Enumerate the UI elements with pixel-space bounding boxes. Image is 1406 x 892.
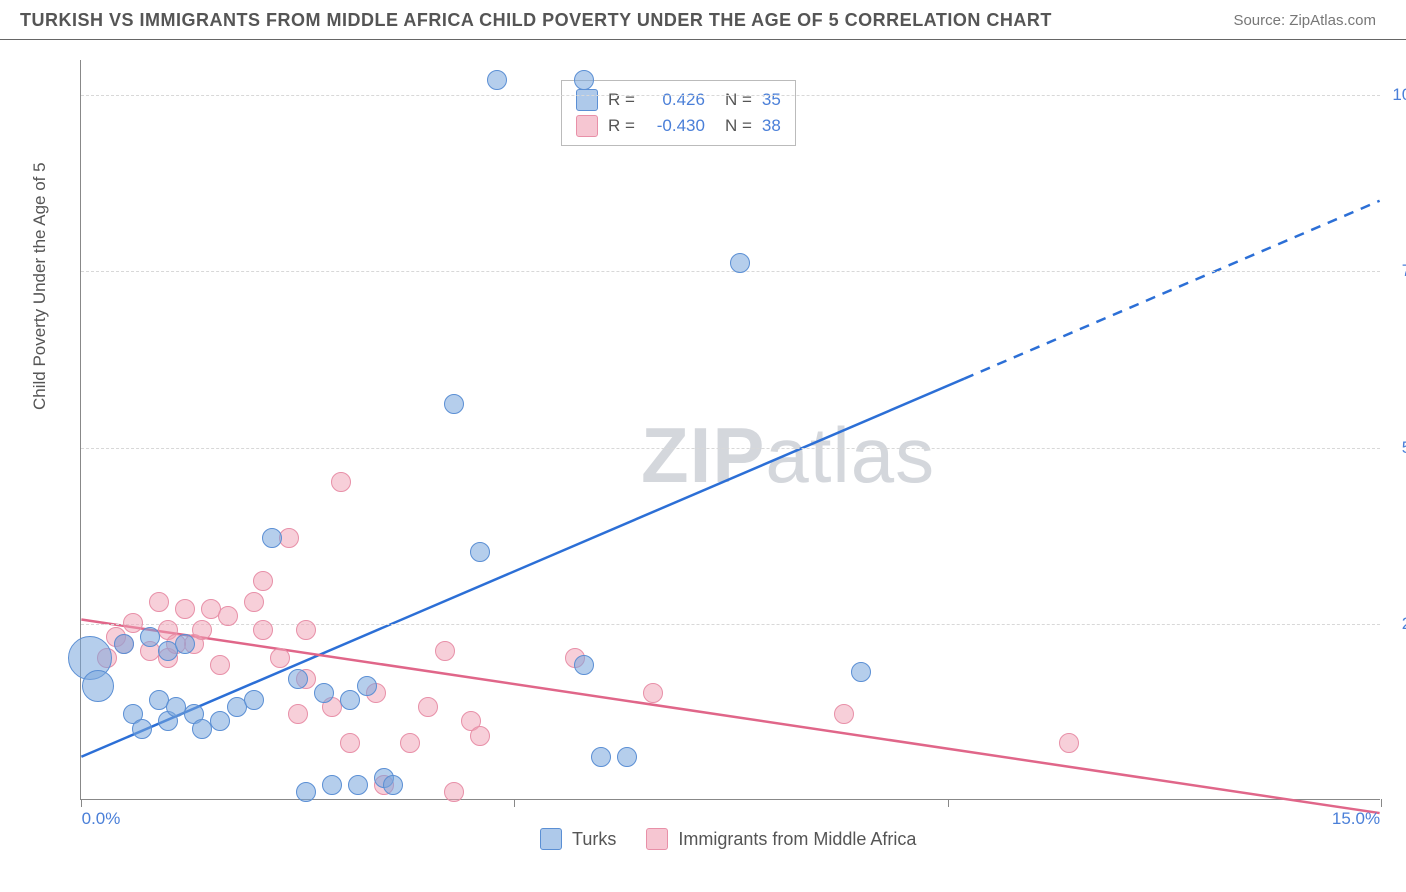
chart-source: Source: ZipAtlas.com — [1233, 12, 1376, 29]
n-label: N = — [725, 116, 752, 136]
r-label: R = — [608, 116, 635, 136]
data-point-blue — [574, 70, 594, 90]
data-point-blue — [314, 683, 334, 703]
data-point-blue — [288, 669, 308, 689]
data-point-blue — [470, 542, 490, 562]
grid-line — [81, 271, 1380, 272]
data-point-pink — [418, 697, 438, 717]
data-point-blue — [617, 747, 637, 767]
data-point-pink — [643, 683, 663, 703]
data-point-pink — [218, 606, 238, 626]
x-tick-label: 15.0% — [1332, 809, 1380, 829]
y-tick-label: 100.0% — [1392, 85, 1406, 105]
data-point-blue — [140, 627, 160, 647]
data-point-blue — [322, 775, 342, 795]
data-point-blue — [210, 711, 230, 731]
x-tick — [81, 799, 82, 807]
legend-row-1: R = 0.426 N = 35 — [576, 87, 781, 113]
x-tick — [1381, 799, 1382, 807]
swatch-blue — [540, 828, 562, 850]
n-label: N = — [725, 90, 752, 110]
swatch-blue — [576, 89, 598, 111]
data-point-pink — [470, 726, 490, 746]
data-point-blue — [357, 676, 377, 696]
data-point-blue — [114, 634, 134, 654]
data-point-pink — [1059, 733, 1079, 753]
data-point-pink — [279, 528, 299, 548]
data-point-pink — [834, 704, 854, 724]
n-value-2: 38 — [762, 116, 781, 136]
data-point-pink — [244, 592, 264, 612]
data-point-blue — [296, 782, 316, 802]
data-point-blue — [487, 70, 507, 90]
legend-label-2: Immigrants from Middle Africa — [678, 829, 916, 850]
watermark: ZIPatlas — [641, 410, 935, 501]
y-tick-label: 75.0% — [1402, 261, 1406, 281]
data-point-pink — [192, 620, 212, 640]
x-tick-label: 0.0% — [82, 809, 121, 829]
data-point-blue — [591, 747, 611, 767]
data-point-blue — [851, 662, 871, 682]
x-tick — [514, 799, 515, 807]
data-point-blue — [383, 775, 403, 795]
data-point-pink — [175, 599, 195, 619]
watermark-bold: ZIP — [641, 411, 765, 499]
data-point-pink — [149, 592, 169, 612]
data-point-blue — [340, 690, 360, 710]
chart-title: TURKISH VS IMMIGRANTS FROM MIDDLE AFRICA… — [20, 10, 1052, 31]
data-point-blue — [132, 719, 152, 739]
correlation-legend: R = 0.426 N = 35 R = -0.430 N = 38 — [561, 80, 796, 146]
y-tick-label: 25.0% — [1402, 614, 1406, 634]
data-point-pink — [253, 571, 273, 591]
data-point-pink — [296, 620, 316, 640]
chart-header: TURKISH VS IMMIGRANTS FROM MIDDLE AFRICA… — [0, 0, 1406, 40]
data-point-pink — [444, 782, 464, 802]
trend-line-blue-dashed — [964, 201, 1379, 379]
legend-label-1: Turks — [572, 829, 616, 850]
plot-area: ZIPatlas R = 0.426 N = 35 R = -0.430 N =… — [80, 60, 1380, 800]
swatch-pink — [576, 115, 598, 137]
y-tick-label: 50.0% — [1402, 438, 1406, 458]
n-value-1: 35 — [762, 90, 781, 110]
data-point-pink — [270, 648, 290, 668]
data-point-blue — [244, 690, 264, 710]
data-point-pink — [123, 613, 143, 633]
data-point-blue — [175, 634, 195, 654]
swatch-pink — [646, 828, 668, 850]
r-label: R = — [608, 90, 635, 110]
legend-item-turks: Turks — [540, 828, 616, 850]
data-point-pink — [400, 733, 420, 753]
data-point-pink — [210, 655, 230, 675]
data-point-blue — [444, 394, 464, 414]
data-point-blue — [82, 670, 114, 702]
r-value-2: -0.430 — [645, 116, 705, 136]
chart-container: Child Poverty Under the Age of 5 ZIPatla… — [50, 50, 1380, 840]
r-value-1: 0.426 — [645, 90, 705, 110]
data-point-pink — [331, 472, 351, 492]
legend-item-middle-africa: Immigrants from Middle Africa — [646, 828, 916, 850]
data-point-blue — [262, 528, 282, 548]
grid-line — [81, 448, 1380, 449]
data-point-blue — [348, 775, 368, 795]
data-point-blue — [730, 253, 750, 273]
data-point-pink — [288, 704, 308, 724]
data-point-blue — [574, 655, 594, 675]
data-point-pink — [340, 733, 360, 753]
data-point-pink — [435, 641, 455, 661]
grid-line — [81, 624, 1380, 625]
watermark-light: atlas — [765, 411, 935, 499]
x-tick — [948, 799, 949, 807]
y-axis-label: Child Poverty Under the Age of 5 — [30, 162, 50, 410]
legend-row-2: R = -0.430 N = 38 — [576, 113, 781, 139]
grid-line — [81, 95, 1380, 96]
series-legend: Turks Immigrants from Middle Africa — [540, 828, 916, 850]
data-point-pink — [253, 620, 273, 640]
